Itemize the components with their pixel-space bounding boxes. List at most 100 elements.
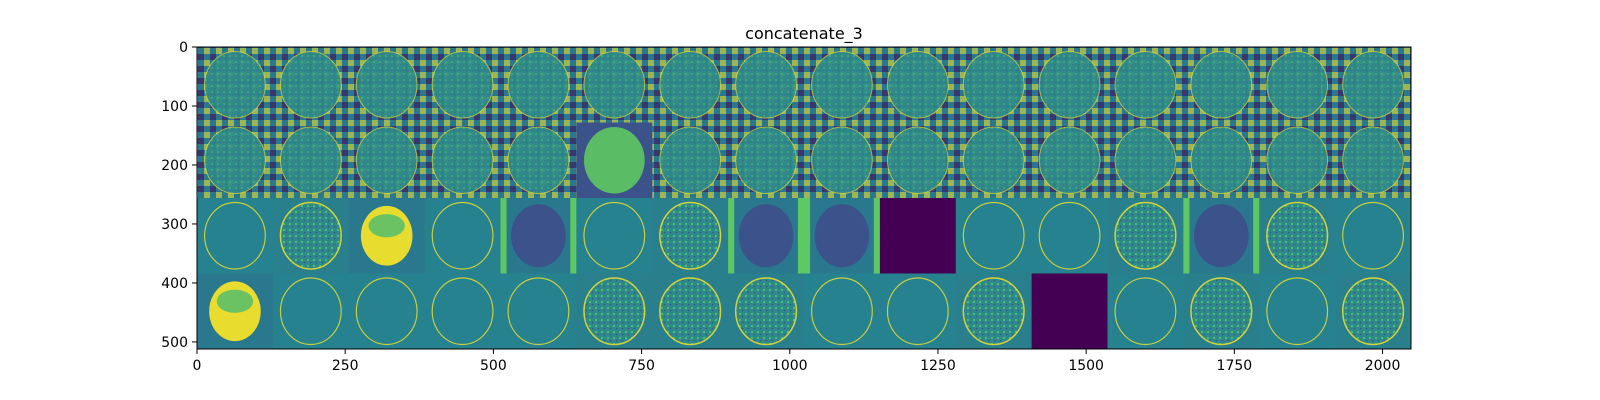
feature-tile — [348, 273, 426, 350]
tile-background — [576, 198, 653, 274]
feature-tile — [728, 198, 805, 274]
brain-outline — [1266, 126, 1329, 194]
x-tick-label: 0 — [193, 358, 202, 374]
feature-tile — [1107, 198, 1184, 274]
feature-tile — [804, 198, 881, 274]
brain-outline — [886, 126, 949, 194]
brain-shape — [1266, 202, 1328, 269]
brain-outline — [1114, 51, 1177, 119]
brain-outline — [962, 277, 1025, 346]
brain-outline — [659, 201, 722, 270]
brain-outline — [431, 126, 494, 194]
tile-background — [1259, 273, 1336, 350]
brain-outline — [279, 51, 342, 119]
brain-shape — [1193, 204, 1249, 268]
feature-tile — [197, 273, 274, 350]
brain-texture — [1190, 127, 1252, 194]
brain-texture — [659, 51, 721, 118]
brain-outline — [507, 126, 570, 194]
feature-tile — [348, 47, 426, 123]
brain-outline — [507, 277, 570, 346]
tile-background — [1031, 273, 1108, 350]
brain-texture — [280, 127, 342, 194]
feature-tile — [879, 122, 957, 199]
feature-tile — [879, 273, 957, 350]
brain-texture — [508, 51, 569, 118]
feature-tile — [424, 273, 501, 350]
brain-outline — [659, 277, 722, 346]
feature-tile — [500, 47, 577, 123]
feature-tile — [728, 47, 805, 123]
feature-tile — [1183, 47, 1260, 123]
brain-outline — [962, 51, 1025, 119]
brain-outline — [659, 51, 722, 119]
tile-background — [424, 198, 501, 274]
brain-texture — [735, 51, 797, 118]
tile-background — [348, 273, 426, 350]
y-tick-label: 100 — [161, 99, 188, 115]
brain-outline — [1114, 126, 1177, 194]
brain-outline — [811, 126, 873, 194]
feature-tile — [1335, 47, 1412, 123]
feature-tile — [272, 273, 350, 350]
brain-outline — [1038, 51, 1101, 119]
brain-outline — [735, 126, 797, 194]
brain-outline — [431, 201, 494, 270]
feature-tile — [424, 122, 501, 199]
feature-tile — [804, 47, 881, 123]
feature-tile — [1259, 47, 1336, 123]
brain-outline — [1266, 201, 1329, 270]
brain-texture — [204, 51, 266, 118]
brain-texture — [887, 127, 949, 194]
feature-tile — [272, 122, 350, 199]
feature-tile — [728, 122, 805, 199]
feature-tile — [1107, 273, 1184, 350]
brain-texture — [1266, 127, 1328, 194]
brain-outline — [1266, 51, 1329, 119]
feature-tile — [576, 198, 653, 274]
brain-outline — [886, 51, 949, 119]
brain-shape — [963, 278, 1025, 345]
axes-frame — [196, 46, 1412, 350]
brain-texture — [1266, 51, 1328, 118]
brain-texture — [1115, 51, 1176, 118]
brain-outline — [1114, 201, 1177, 270]
tile-background — [879, 273, 957, 350]
feature-tile — [955, 122, 1033, 199]
brain-shape — [1342, 278, 1404, 345]
brain-texture — [811, 51, 873, 118]
brain-texture — [1342, 51, 1404, 118]
brain-shape — [814, 204, 870, 268]
brain-texture — [356, 51, 418, 118]
brain-outline — [810, 277, 873, 346]
y-tick-label: 200 — [161, 158, 188, 174]
feature-tile — [879, 198, 957, 274]
feature-tile — [576, 273, 653, 350]
x-axis: 0 250 500 750 1000 1250 1500 1750 2000 — [193, 349, 1400, 374]
brain-outline — [735, 51, 797, 119]
brain-outline — [962, 126, 1025, 194]
brain-texture — [811, 127, 873, 194]
brain-texture — [1039, 51, 1100, 118]
feature-tile — [652, 47, 729, 123]
feature-tile — [1259, 273, 1336, 350]
feature-tile — [500, 122, 577, 199]
y-tick-label: 0 — [179, 40, 188, 56]
feature-tile — [197, 47, 274, 123]
feature-tile — [1183, 198, 1260, 274]
feature-tile — [1183, 122, 1260, 199]
brain-outline — [811, 51, 873, 119]
brain-outline — [1038, 126, 1101, 194]
brain-shape — [1115, 202, 1176, 269]
brain-texture — [963, 51, 1025, 118]
feature-tile — [272, 198, 350, 274]
feature-tile — [1335, 273, 1412, 350]
brain-outline — [1190, 126, 1253, 194]
tile-background — [424, 273, 501, 350]
brain-shape — [1190, 278, 1252, 345]
tile-background — [955, 198, 1033, 274]
brain-outline — [203, 201, 266, 270]
brain-outline — [355, 277, 418, 346]
feature-tile — [500, 273, 577, 350]
